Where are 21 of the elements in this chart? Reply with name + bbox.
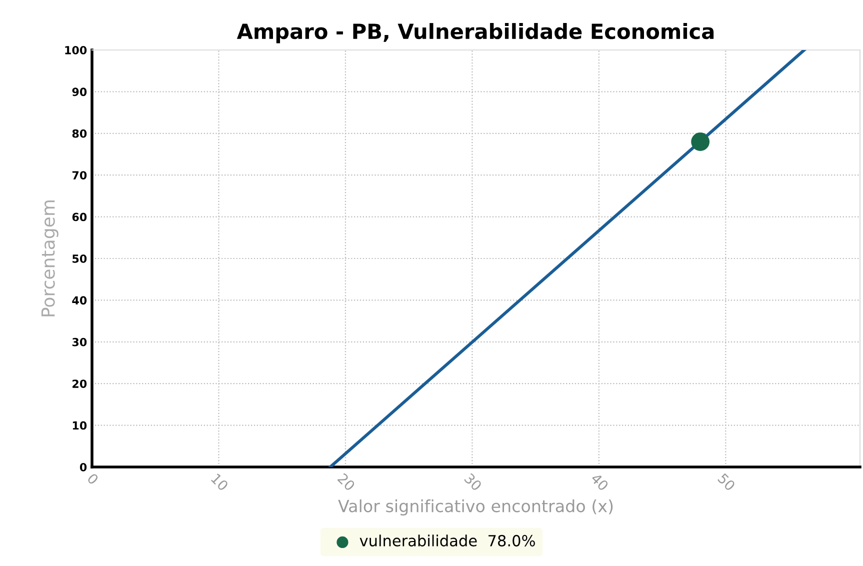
- y-tick-label: 60: [72, 212, 87, 222]
- x-tick-label: 0: [86, 472, 100, 486]
- y-axis-title: Porcentagem: [41, 200, 58, 316]
- y-tick-label: 40: [72, 296, 87, 305]
- y-tick-label: 20: [72, 380, 87, 388]
- y-tick-label: 70: [72, 171, 87, 180]
- x-tick-label: 10: [210, 473, 229, 492]
- y-tick-label: 80: [72, 129, 87, 138]
- y-tick-label: 90: [72, 88, 87, 96]
- y-tick-label: 10: [72, 421, 87, 430]
- y-tick-label: 100: [65, 46, 87, 54]
- x-tick-label: 40: [590, 472, 610, 492]
- x-axis-title: Valor significativo encontrado (x): [338, 499, 613, 516]
- y-tick-label: 50: [72, 254, 87, 263]
- x-tick-label: 50: [717, 472, 736, 492]
- y-tick-label: 30: [72, 338, 87, 346]
- x-tick-label: 20: [337, 472, 356, 492]
- y-tick-label: 0: [80, 462, 87, 472]
- chart-title: Amparo - PB, Vulnerabilidade Economica: [236, 23, 714, 44]
- x-tick-label: 30: [464, 472, 482, 492]
- legend-label: vulnerabilidade 78.0%: [360, 534, 535, 546]
